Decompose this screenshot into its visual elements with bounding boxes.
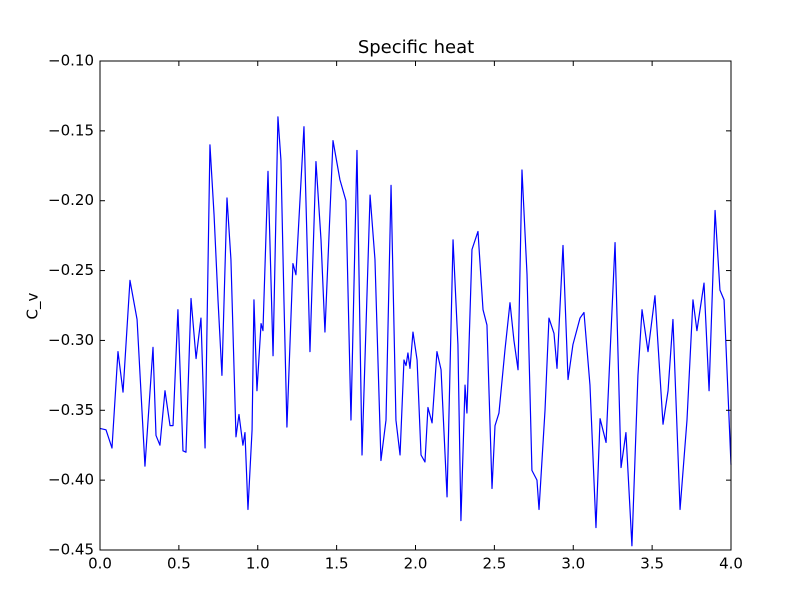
x-tick-label: 4.0 <box>719 555 743 573</box>
x-tick-label: 0.0 <box>88 555 112 573</box>
x-tick-label: 3.5 <box>640 555 664 573</box>
y-axis-label: C_v <box>24 292 43 319</box>
y-tick-label: −0.20 <box>48 191 94 209</box>
y-tick-label: −0.10 <box>48 52 94 70</box>
y-tick-label: −0.25 <box>48 261 94 279</box>
y-tick-label: −0.35 <box>48 401 94 419</box>
y-tick-label: −0.40 <box>48 471 94 489</box>
x-tick-label: 0.5 <box>167 555 191 573</box>
x-tick-label: 1.0 <box>246 555 270 573</box>
y-tick-label: −0.15 <box>48 121 94 139</box>
y-tick-label: −0.30 <box>48 331 94 349</box>
x-tick-label: 2.0 <box>404 555 428 573</box>
data-line <box>99 116 732 547</box>
x-tick-label: 1.5 <box>325 555 349 573</box>
x-tick-label: 3.0 <box>561 555 585 573</box>
chart-title: Specific heat <box>358 37 474 58</box>
x-tick-label: 2.5 <box>482 555 506 573</box>
y-tick-label: −0.45 <box>48 541 94 559</box>
